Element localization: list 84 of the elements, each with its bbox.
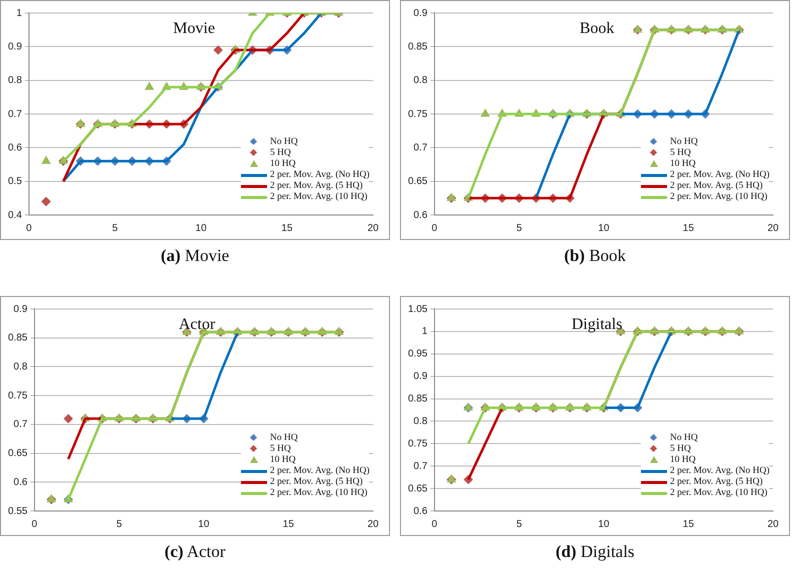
y-tick-label: 0.85	[408, 41, 428, 52]
x-tick-label: 0	[32, 518, 38, 530]
legend-label: 2 per. Mov. Avg. (No HQ)	[270, 466, 370, 477]
chart-title: Book	[580, 20, 614, 38]
y-tick-label: 0.65	[8, 448, 28, 460]
y-tick-label: 0.9	[14, 304, 28, 315]
y-tick-label: 0.8	[414, 75, 428, 86]
y-tick-label: 0.7	[414, 460, 428, 472]
x-tick-label: 10	[198, 518, 210, 530]
y-tick-label: 0.9	[8, 41, 22, 52]
y-tick-label: 0.6	[8, 142, 22, 154]
y-tick-label: 0.75	[408, 108, 428, 120]
y-tick-label: 0.8	[8, 75, 22, 86]
text: (d) Digitals	[554, 542, 636, 562]
legend-label: 10 HQ	[270, 454, 296, 466]
legend-label: 5 HQ	[670, 148, 691, 159]
legend-label: 2 per. Mov. Avg. (5 HQ)	[670, 180, 763, 192]
y-tick-label: 0.95	[408, 348, 428, 360]
y-tick-label: 0.9	[414, 371, 428, 382]
x-tick-label: 15	[281, 222, 293, 234]
x-tick-label: 5	[112, 222, 118, 234]
y-tick-label: 0.85	[8, 332, 28, 344]
y-tick-label: 0.7	[414, 142, 428, 154]
legend-label: 2 per. Mov. Avg. (5 HQ)	[270, 180, 363, 192]
x-tick-label: 20	[367, 518, 379, 530]
legend-label: No HQ	[670, 136, 698, 148]
legend-label: 2 per. Mov. Avg. (5 HQ)	[270, 476, 363, 488]
y-tick-label: 1.05	[408, 304, 428, 315]
legend-label: 5 HQ	[270, 148, 291, 159]
legend-label: No HQ	[270, 432, 298, 444]
text: (b) Book	[563, 246, 627, 266]
x-tick-label: 20	[767, 222, 779, 234]
y-tick-label: 0.75	[8, 390, 28, 402]
legend-label: 2 per. Mov. Avg. (No HQ)	[670, 466, 770, 477]
x-tick-label: 0	[26, 222, 32, 234]
y-tick-label: 0.8	[14, 361, 28, 372]
x-tick-label: 20	[367, 222, 379, 234]
y-tick-label: 0.4	[8, 210, 22, 221]
chart-title: Movie	[173, 20, 215, 38]
chart-title: Actor	[178, 316, 216, 334]
y-tick-label: 0.65	[408, 483, 428, 494]
y-tick-label: 0.6	[414, 506, 428, 517]
x-tick-label: 0	[432, 222, 438, 234]
legend-label: 2 per. Mov. Avg. (No HQ)	[270, 170, 370, 181]
text: (c) Actor	[164, 542, 226, 562]
legend-label: 2 per. Mov. Avg. (10 HQ)	[270, 192, 368, 203]
legend-label: No HQ	[670, 432, 698, 444]
legend-label: 2 per. Mov. Avg. (10 HQ)	[670, 488, 768, 499]
legend-label: 2 per. Mov. Avg. (10 HQ)	[670, 192, 768, 203]
legend-label: 2 per. Mov. Avg. (No HQ)	[670, 170, 770, 181]
text: (a) Movie	[160, 246, 230, 266]
y-tick-label: 0.65	[408, 176, 428, 188]
x-tick-label: 15	[282, 518, 294, 530]
legend-label: No HQ	[270, 136, 298, 148]
y-tick-label: 0.85	[408, 394, 428, 405]
legend-label: 5 HQ	[670, 444, 691, 455]
y-tick-label: 1	[422, 326, 428, 338]
legend-label: 2 per. Mov. Avg. (5 HQ)	[670, 476, 763, 488]
legend-label: 10 HQ	[670, 454, 696, 466]
y-tick-label: 0.6	[14, 476, 28, 488]
x-tick-label: 20	[767, 518, 779, 530]
x-tick-label: 10	[598, 222, 610, 234]
legend-label: 2 per. Mov. Avg. (10 HQ)	[270, 488, 368, 499]
chart-title: Digitals	[572, 316, 622, 334]
y-tick-label: 0.75	[408, 438, 428, 450]
x-tick-label: 5	[516, 518, 522, 530]
x-tick-label: 15	[682, 222, 694, 234]
x-tick-label: 10	[598, 518, 610, 530]
y-tick-label: 0.5	[8, 176, 22, 188]
y-tick-label: 1	[16, 8, 22, 19]
y-tick-label: 0.7	[14, 419, 28, 430]
y-tick-label: 0.6	[414, 210, 428, 221]
y-tick-label: 0.9	[414, 8, 428, 19]
x-tick-label: 0	[432, 518, 438, 530]
x-tick-label: 15	[682, 518, 694, 530]
y-tick-label: 0.55	[8, 506, 28, 517]
y-tick-label: 0.8	[414, 416, 428, 427]
y-tick-label: 0.7	[8, 108, 22, 120]
x-tick-label: 5	[116, 518, 122, 530]
legend-label: 10 HQ	[270, 158, 296, 170]
legend-label: 10 HQ	[670, 158, 696, 170]
legend-label: 5 HQ	[270, 444, 291, 455]
x-tick-label: 10	[195, 222, 207, 234]
x-tick-label: 5	[516, 222, 522, 234]
